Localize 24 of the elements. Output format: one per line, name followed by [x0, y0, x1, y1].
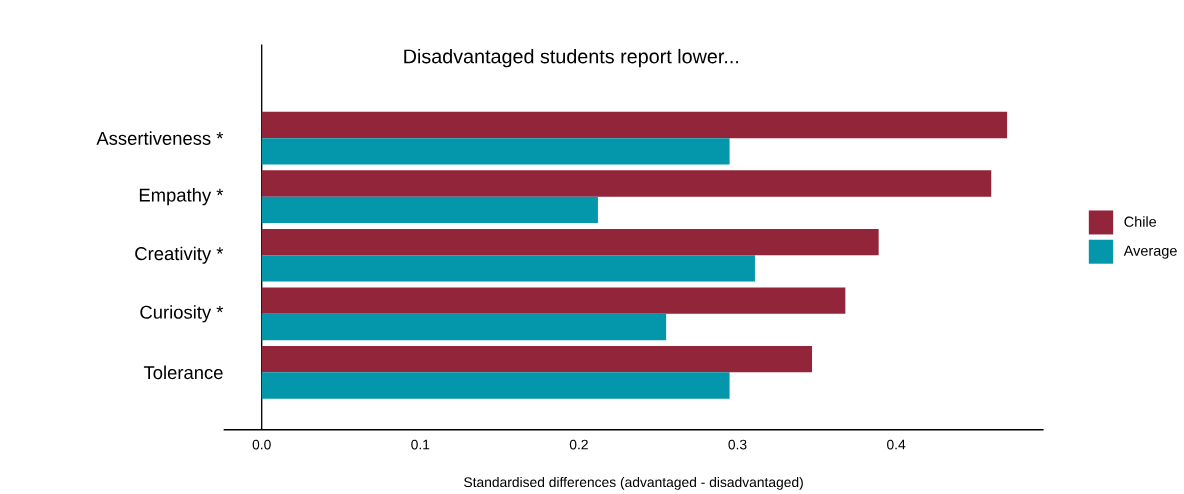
chart-title: Disadvantaged students report lower...: [404, 48, 739, 68]
x-tick-label: 0.3: [728, 439, 747, 450]
bar: [261, 170, 992, 197]
y-tick-label: Tolerance: [143, 365, 223, 380]
bar: [261, 313, 667, 341]
x-axis-title: Standardised differences (advantaged - disadvantaged): [464, 476, 803, 490]
bar: [261, 228, 879, 256]
y-tick-label: Creativity *: [135, 246, 224, 264]
legend-label: Average: [1123, 245, 1177, 259]
bar: [261, 196, 598, 223]
x-tick-label: 0.4: [887, 439, 906, 450]
x-tick-label: 0.1: [411, 439, 430, 450]
y-tick-label: Empathy *: [139, 187, 224, 206]
bar: [261, 372, 730, 399]
bar: [261, 138, 730, 165]
x-tick-label: 0.2: [569, 439, 588, 450]
x-tick-label: 0.0: [252, 439, 271, 450]
bar: [261, 111, 1008, 139]
legend-label: Chile: [1124, 216, 1157, 227]
y-tick-label: Curiosity *: [140, 305, 224, 323]
bar: [261, 345, 813, 373]
bar: [261, 287, 846, 314]
bar: [261, 255, 755, 282]
y-tick-label: Assertiveness *: [96, 131, 224, 145]
